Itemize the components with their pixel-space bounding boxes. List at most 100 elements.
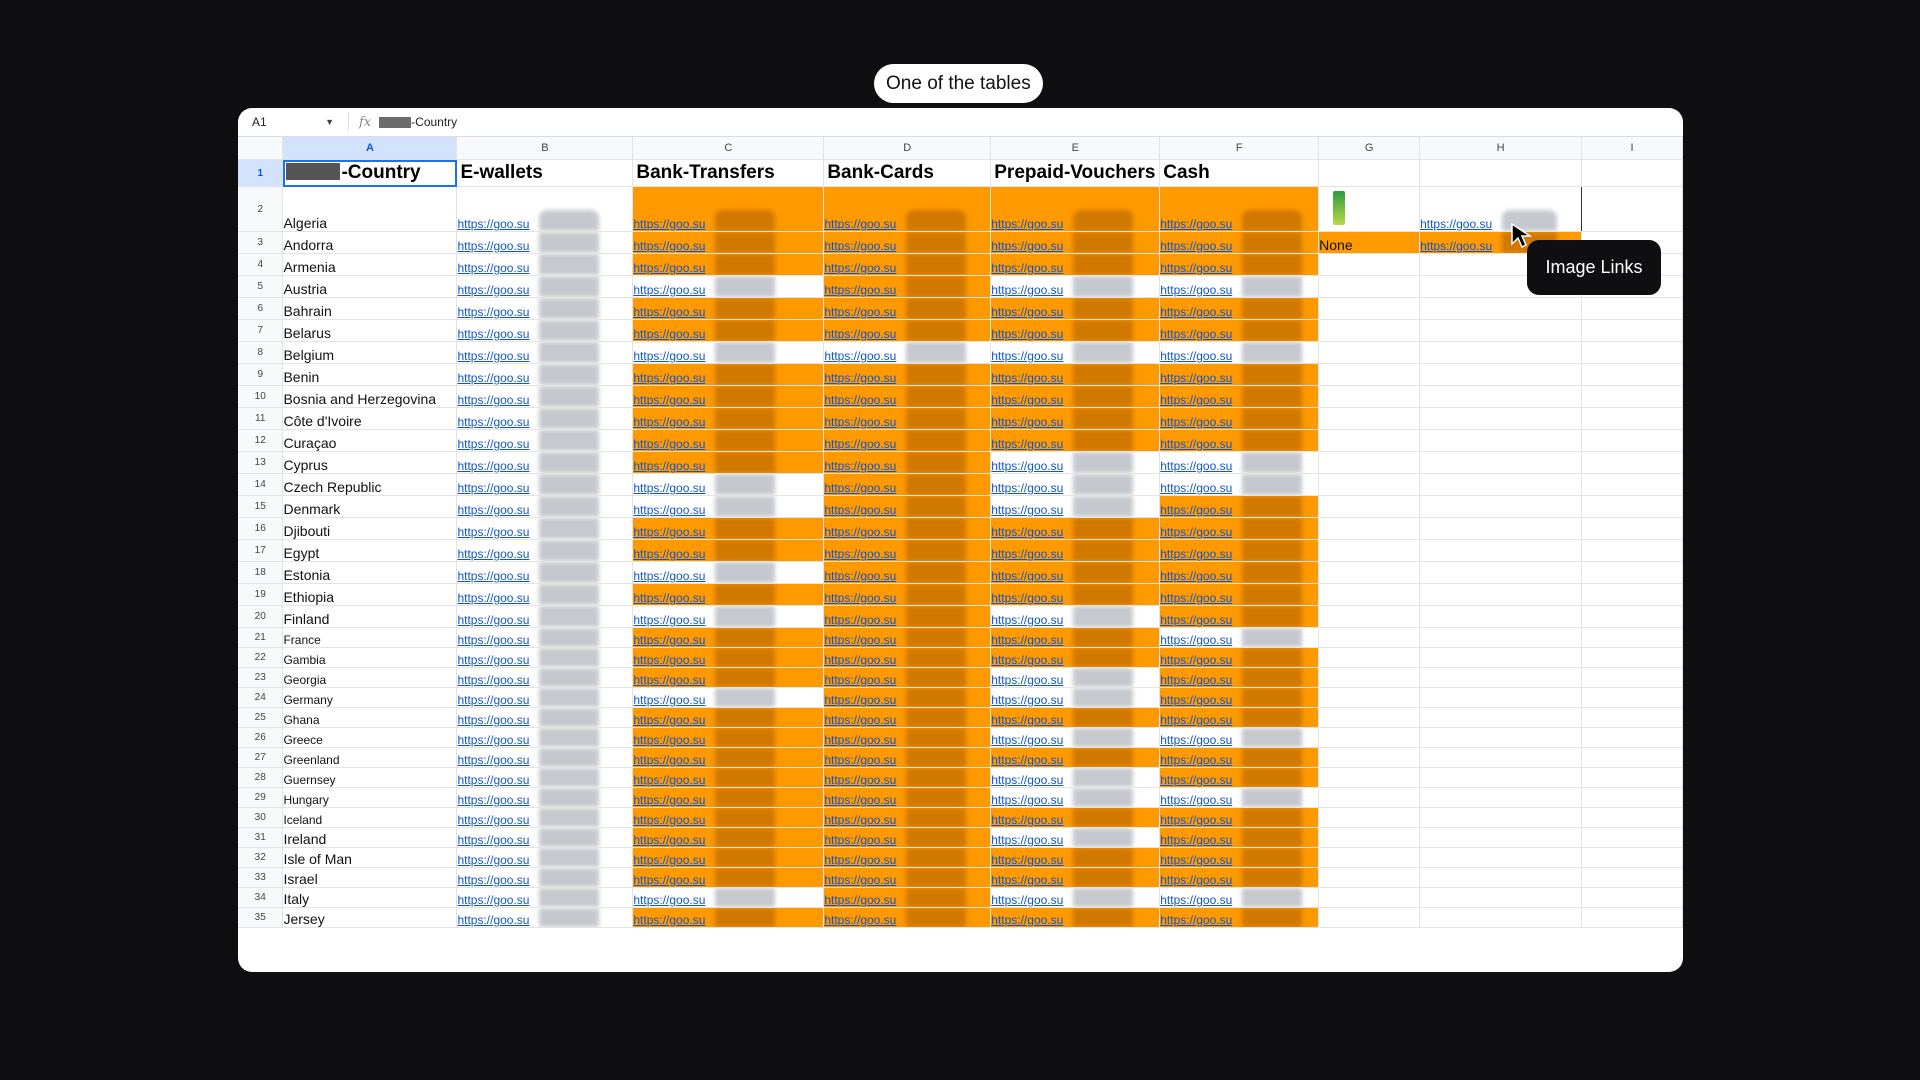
empty-cell[interactable] bbox=[1581, 495, 1683, 518]
url-link[interactable]: https://goo.su bbox=[991, 481, 1064, 495]
url-link[interactable]: https://goo.su bbox=[633, 327, 706, 341]
link-cell[interactable]: https://goo.su bbox=[632, 787, 825, 808]
column-header-d[interactable]: D bbox=[823, 137, 992, 160]
link-cell[interactable]: https://goo.su bbox=[990, 647, 1161, 668]
link-cell[interactable]: https://goo.su bbox=[632, 186, 825, 232]
url-link[interactable]: https://goo.su bbox=[1160, 349, 1233, 363]
url-link[interactable]: https://goo.su bbox=[991, 437, 1064, 451]
link-cell[interactable]: https://goo.su bbox=[632, 495, 825, 518]
url-link[interactable]: https://goo.su bbox=[991, 873, 1064, 887]
country-cell[interactable]: Germany bbox=[282, 687, 458, 708]
empty-cell[interactable] bbox=[1318, 605, 1421, 628]
link-cell[interactable]: https://goo.su bbox=[990, 495, 1161, 518]
row-header[interactable]: 24 bbox=[238, 687, 284, 708]
empty-cell[interactable] bbox=[1318, 495, 1421, 518]
url-link[interactable]: https://goo.su bbox=[457, 217, 530, 231]
empty-cell[interactable] bbox=[1419, 539, 1583, 562]
row-header[interactable]: 2 bbox=[238, 186, 284, 232]
link-cell[interactable]: https://goo.su bbox=[1159, 907, 1320, 928]
url-link[interactable]: https://goo.su bbox=[457, 853, 530, 867]
empty-cell[interactable] bbox=[1419, 159, 1583, 187]
url-link[interactable]: https://goo.su bbox=[457, 239, 530, 253]
link-cell[interactable]: https://goo.su bbox=[823, 385, 992, 408]
link-cell[interactable]: https://goo.su bbox=[1159, 275, 1320, 298]
header-cell-bank-cards[interactable]: Bank-Cards bbox=[823, 159, 992, 187]
url-link[interactable]: https://goo.su bbox=[824, 459, 897, 473]
url-link[interactable]: https://goo.su bbox=[1160, 525, 1233, 539]
url-link[interactable]: https://goo.su bbox=[633, 371, 706, 385]
url-link[interactable]: https://goo.su bbox=[991, 393, 1064, 407]
url-link[interactable]: https://goo.su bbox=[824, 349, 897, 363]
url-link[interactable]: https://goo.su bbox=[991, 217, 1064, 231]
country-cell[interactable]: Belgium bbox=[282, 341, 458, 364]
link-cell[interactable]: https://goo.su bbox=[823, 907, 992, 928]
link-cell[interactable]: https://goo.su bbox=[823, 341, 992, 364]
row-header[interactable]: 21 bbox=[238, 627, 284, 648]
link-cell[interactable]: https://goo.su bbox=[632, 667, 825, 688]
link-cell[interactable]: https://goo.su bbox=[456, 583, 634, 606]
url-link[interactable]: https://goo.su bbox=[824, 833, 897, 847]
url-link[interactable]: https://goo.su bbox=[633, 261, 706, 275]
url-link[interactable]: https://goo.su bbox=[457, 525, 530, 539]
link-cell[interactable]: https://goo.su bbox=[990, 605, 1161, 628]
link-cell[interactable]: https://goo.su bbox=[1159, 687, 1320, 708]
empty-cell[interactable] bbox=[1318, 275, 1421, 298]
url-link[interactable]: https://goo.su bbox=[1160, 459, 1233, 473]
url-link[interactable]: https://goo.su bbox=[1160, 733, 1233, 747]
empty-cell[interactable] bbox=[1419, 907, 1583, 928]
link-cell[interactable]: https://goo.su bbox=[1159, 647, 1320, 668]
none-cell[interactable]: None bbox=[1318, 231, 1421, 254]
url-link[interactable]: https://goo.su bbox=[1160, 415, 1233, 429]
url-link[interactable]: https://goo.su bbox=[633, 673, 706, 687]
row-header[interactable]: 1 bbox=[238, 159, 284, 187]
link-cell[interactable]: https://goo.su bbox=[1159, 473, 1320, 496]
empty-cell[interactable] bbox=[1581, 297, 1683, 320]
url-link[interactable]: https://goo.su bbox=[1160, 283, 1233, 297]
link-cell[interactable]: https://goo.su bbox=[456, 827, 634, 848]
row-header[interactable]: 31 bbox=[238, 827, 284, 848]
url-link[interactable]: https://goo.su bbox=[1160, 693, 1233, 707]
empty-cell[interactable] bbox=[1581, 887, 1683, 908]
url-link[interactable]: https://goo.su bbox=[633, 653, 706, 667]
link-cell[interactable]: https://goo.su bbox=[456, 647, 634, 668]
link-cell[interactable]: https://goo.su bbox=[823, 275, 992, 298]
empty-cell[interactable] bbox=[1318, 727, 1421, 748]
row-header[interactable]: 23 bbox=[238, 667, 284, 688]
empty-cell[interactable] bbox=[1419, 867, 1583, 888]
url-link[interactable]: https://goo.su bbox=[991, 371, 1064, 385]
url-link[interactable]: https://goo.su bbox=[991, 349, 1064, 363]
link-cell[interactable]: https://goo.su bbox=[1159, 867, 1320, 888]
empty-cell[interactable] bbox=[1318, 253, 1421, 276]
link-cell[interactable]: https://goo.su bbox=[990, 385, 1161, 408]
empty-cell[interactable] bbox=[1419, 385, 1583, 408]
empty-cell[interactable] bbox=[1318, 867, 1421, 888]
empty-cell[interactable] bbox=[1419, 887, 1583, 908]
link-cell[interactable]: https://goo.su bbox=[456, 385, 634, 408]
url-link[interactable]: https://goo.su bbox=[457, 813, 530, 827]
url-link[interactable]: https://goo.su bbox=[1160, 437, 1233, 451]
url-link[interactable]: https://goo.su bbox=[991, 613, 1064, 627]
link-cell[interactable]: https://goo.su bbox=[456, 561, 634, 584]
url-link[interactable]: https://goo.su bbox=[633, 733, 706, 747]
url-link[interactable]: https://goo.su bbox=[457, 633, 530, 647]
link-cell[interactable]: https://goo.su bbox=[1159, 667, 1320, 688]
link-cell[interactable]: https://goo.su bbox=[456, 297, 634, 320]
url-link[interactable]: https://goo.su bbox=[991, 733, 1064, 747]
country-cell[interactable]: Cyprus bbox=[282, 451, 458, 474]
link-cell[interactable]: https://goo.su bbox=[823, 297, 992, 320]
row-header[interactable]: 26 bbox=[238, 727, 284, 748]
url-link[interactable]: https://goo.su bbox=[457, 305, 530, 319]
link-cell[interactable]: https://goo.su bbox=[823, 707, 992, 728]
link-cell[interactable]: https://goo.su bbox=[456, 429, 634, 452]
empty-cell[interactable] bbox=[1419, 747, 1583, 768]
empty-cell[interactable] bbox=[1581, 319, 1683, 342]
url-link[interactable]: https://goo.su bbox=[824, 261, 897, 275]
empty-cell[interactable] bbox=[1419, 583, 1583, 606]
url-link[interactable]: https://goo.su bbox=[824, 633, 897, 647]
url-link[interactable]: https://goo.su bbox=[991, 459, 1064, 473]
empty-cell[interactable] bbox=[1318, 539, 1421, 562]
empty-cell[interactable] bbox=[1318, 907, 1421, 928]
url-link[interactable]: https://goo.su bbox=[457, 753, 530, 767]
empty-cell[interactable] bbox=[1581, 647, 1683, 668]
url-link[interactable]: https://goo.su bbox=[457, 349, 530, 363]
